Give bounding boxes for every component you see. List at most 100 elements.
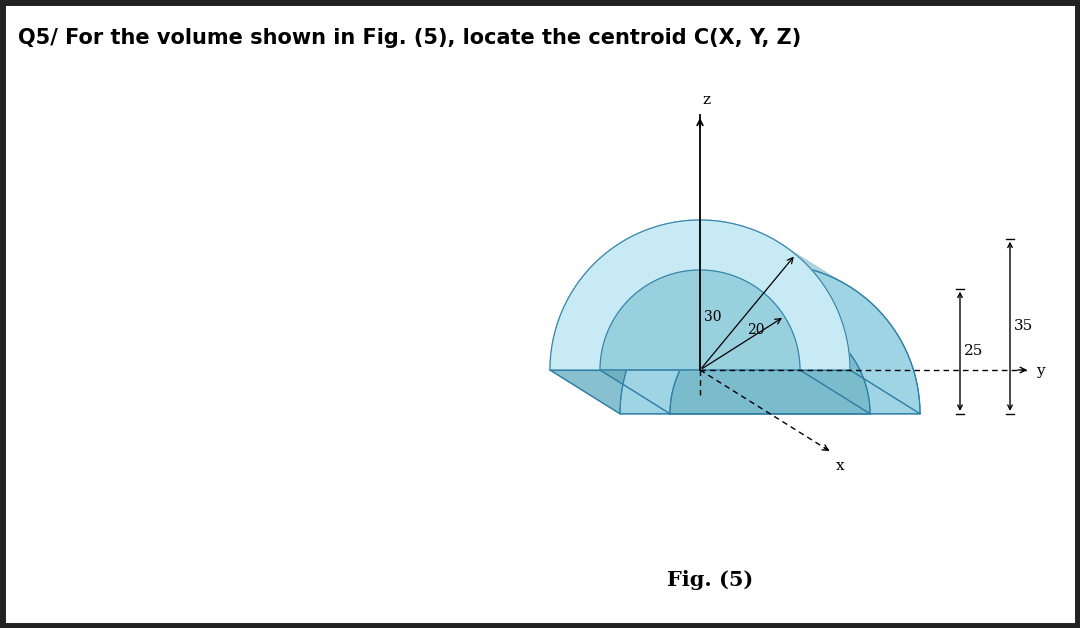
Polygon shape bbox=[580, 274, 654, 324]
Polygon shape bbox=[551, 346, 622, 398]
Polygon shape bbox=[600, 370, 870, 414]
Polygon shape bbox=[600, 359, 671, 408]
Polygon shape bbox=[564, 301, 637, 352]
Polygon shape bbox=[791, 328, 863, 377]
Text: 20: 20 bbox=[747, 323, 765, 337]
Polygon shape bbox=[720, 221, 798, 266]
Polygon shape bbox=[770, 298, 843, 346]
Text: 25: 25 bbox=[964, 344, 984, 358]
Polygon shape bbox=[567, 294, 640, 345]
Text: z: z bbox=[702, 93, 710, 107]
Polygon shape bbox=[617, 310, 690, 359]
Polygon shape bbox=[729, 274, 804, 320]
Polygon shape bbox=[815, 274, 890, 324]
Polygon shape bbox=[681, 271, 757, 315]
Polygon shape bbox=[753, 285, 827, 332]
Polygon shape bbox=[620, 239, 698, 286]
Polygon shape bbox=[810, 268, 886, 318]
Polygon shape bbox=[570, 287, 645, 338]
Polygon shape bbox=[772, 239, 850, 286]
Polygon shape bbox=[647, 283, 721, 329]
Polygon shape bbox=[623, 302, 697, 350]
Polygon shape bbox=[734, 276, 809, 322]
Polygon shape bbox=[680, 220, 758, 265]
Text: Fig. (5): Fig. (5) bbox=[666, 570, 753, 590]
Polygon shape bbox=[703, 270, 778, 314]
Polygon shape bbox=[798, 349, 868, 398]
Polygon shape bbox=[607, 328, 679, 377]
Polygon shape bbox=[595, 257, 672, 306]
Polygon shape bbox=[575, 281, 649, 331]
Polygon shape bbox=[666, 274, 741, 320]
Polygon shape bbox=[842, 323, 915, 374]
Polygon shape bbox=[783, 315, 856, 363]
Polygon shape bbox=[799, 257, 875, 306]
Polygon shape bbox=[602, 252, 677, 301]
Polygon shape bbox=[657, 224, 734, 270]
Polygon shape bbox=[728, 222, 806, 268]
Polygon shape bbox=[600, 354, 672, 403]
Polygon shape bbox=[708, 270, 783, 315]
Polygon shape bbox=[553, 330, 625, 382]
Polygon shape bbox=[552, 338, 623, 390]
Polygon shape bbox=[840, 315, 913, 367]
Polygon shape bbox=[550, 362, 620, 414]
Polygon shape bbox=[748, 283, 823, 329]
Polygon shape bbox=[672, 221, 751, 266]
Polygon shape bbox=[676, 272, 752, 317]
Polygon shape bbox=[799, 359, 869, 408]
Polygon shape bbox=[692, 270, 767, 314]
Polygon shape bbox=[555, 323, 627, 374]
Polygon shape bbox=[799, 354, 869, 403]
Polygon shape bbox=[642, 229, 719, 276]
Polygon shape bbox=[805, 263, 880, 312]
Polygon shape bbox=[743, 226, 821, 273]
Polygon shape bbox=[627, 235, 704, 283]
Polygon shape bbox=[550, 220, 850, 370]
Polygon shape bbox=[613, 315, 687, 363]
Polygon shape bbox=[600, 270, 800, 370]
Polygon shape bbox=[661, 276, 737, 322]
Polygon shape bbox=[757, 288, 832, 335]
Polygon shape bbox=[766, 295, 840, 342]
Polygon shape bbox=[761, 291, 836, 338]
Polygon shape bbox=[780, 243, 856, 291]
Polygon shape bbox=[664, 222, 742, 268]
Polygon shape bbox=[821, 281, 895, 331]
Polygon shape bbox=[626, 298, 700, 346]
Polygon shape bbox=[793, 252, 868, 301]
Polygon shape bbox=[584, 268, 660, 318]
Polygon shape bbox=[550, 370, 920, 414]
Polygon shape bbox=[670, 314, 870, 414]
Polygon shape bbox=[671, 273, 746, 318]
Polygon shape bbox=[704, 220, 782, 264]
Polygon shape bbox=[649, 226, 727, 273]
Polygon shape bbox=[634, 232, 712, 279]
Polygon shape bbox=[850, 362, 920, 414]
Polygon shape bbox=[605, 333, 677, 382]
Polygon shape bbox=[688, 220, 766, 264]
Polygon shape bbox=[849, 354, 920, 406]
Text: 35: 35 bbox=[1014, 319, 1034, 333]
Polygon shape bbox=[712, 220, 789, 265]
Text: y: y bbox=[1036, 364, 1044, 378]
Polygon shape bbox=[651, 280, 726, 327]
Polygon shape bbox=[766, 235, 842, 283]
Text: x: x bbox=[836, 458, 845, 472]
Polygon shape bbox=[773, 302, 847, 350]
Polygon shape bbox=[607, 247, 684, 296]
Polygon shape bbox=[739, 278, 813, 324]
Polygon shape bbox=[837, 308, 909, 359]
Polygon shape bbox=[698, 270, 772, 314]
Polygon shape bbox=[825, 287, 900, 338]
Polygon shape bbox=[609, 324, 681, 372]
Polygon shape bbox=[788, 324, 861, 372]
Polygon shape bbox=[611, 319, 684, 367]
Polygon shape bbox=[780, 310, 853, 359]
Polygon shape bbox=[758, 232, 836, 279]
Polygon shape bbox=[800, 365, 870, 414]
Polygon shape bbox=[713, 271, 788, 315]
Polygon shape bbox=[724, 273, 799, 318]
Polygon shape bbox=[793, 333, 865, 382]
Polygon shape bbox=[634, 291, 708, 338]
